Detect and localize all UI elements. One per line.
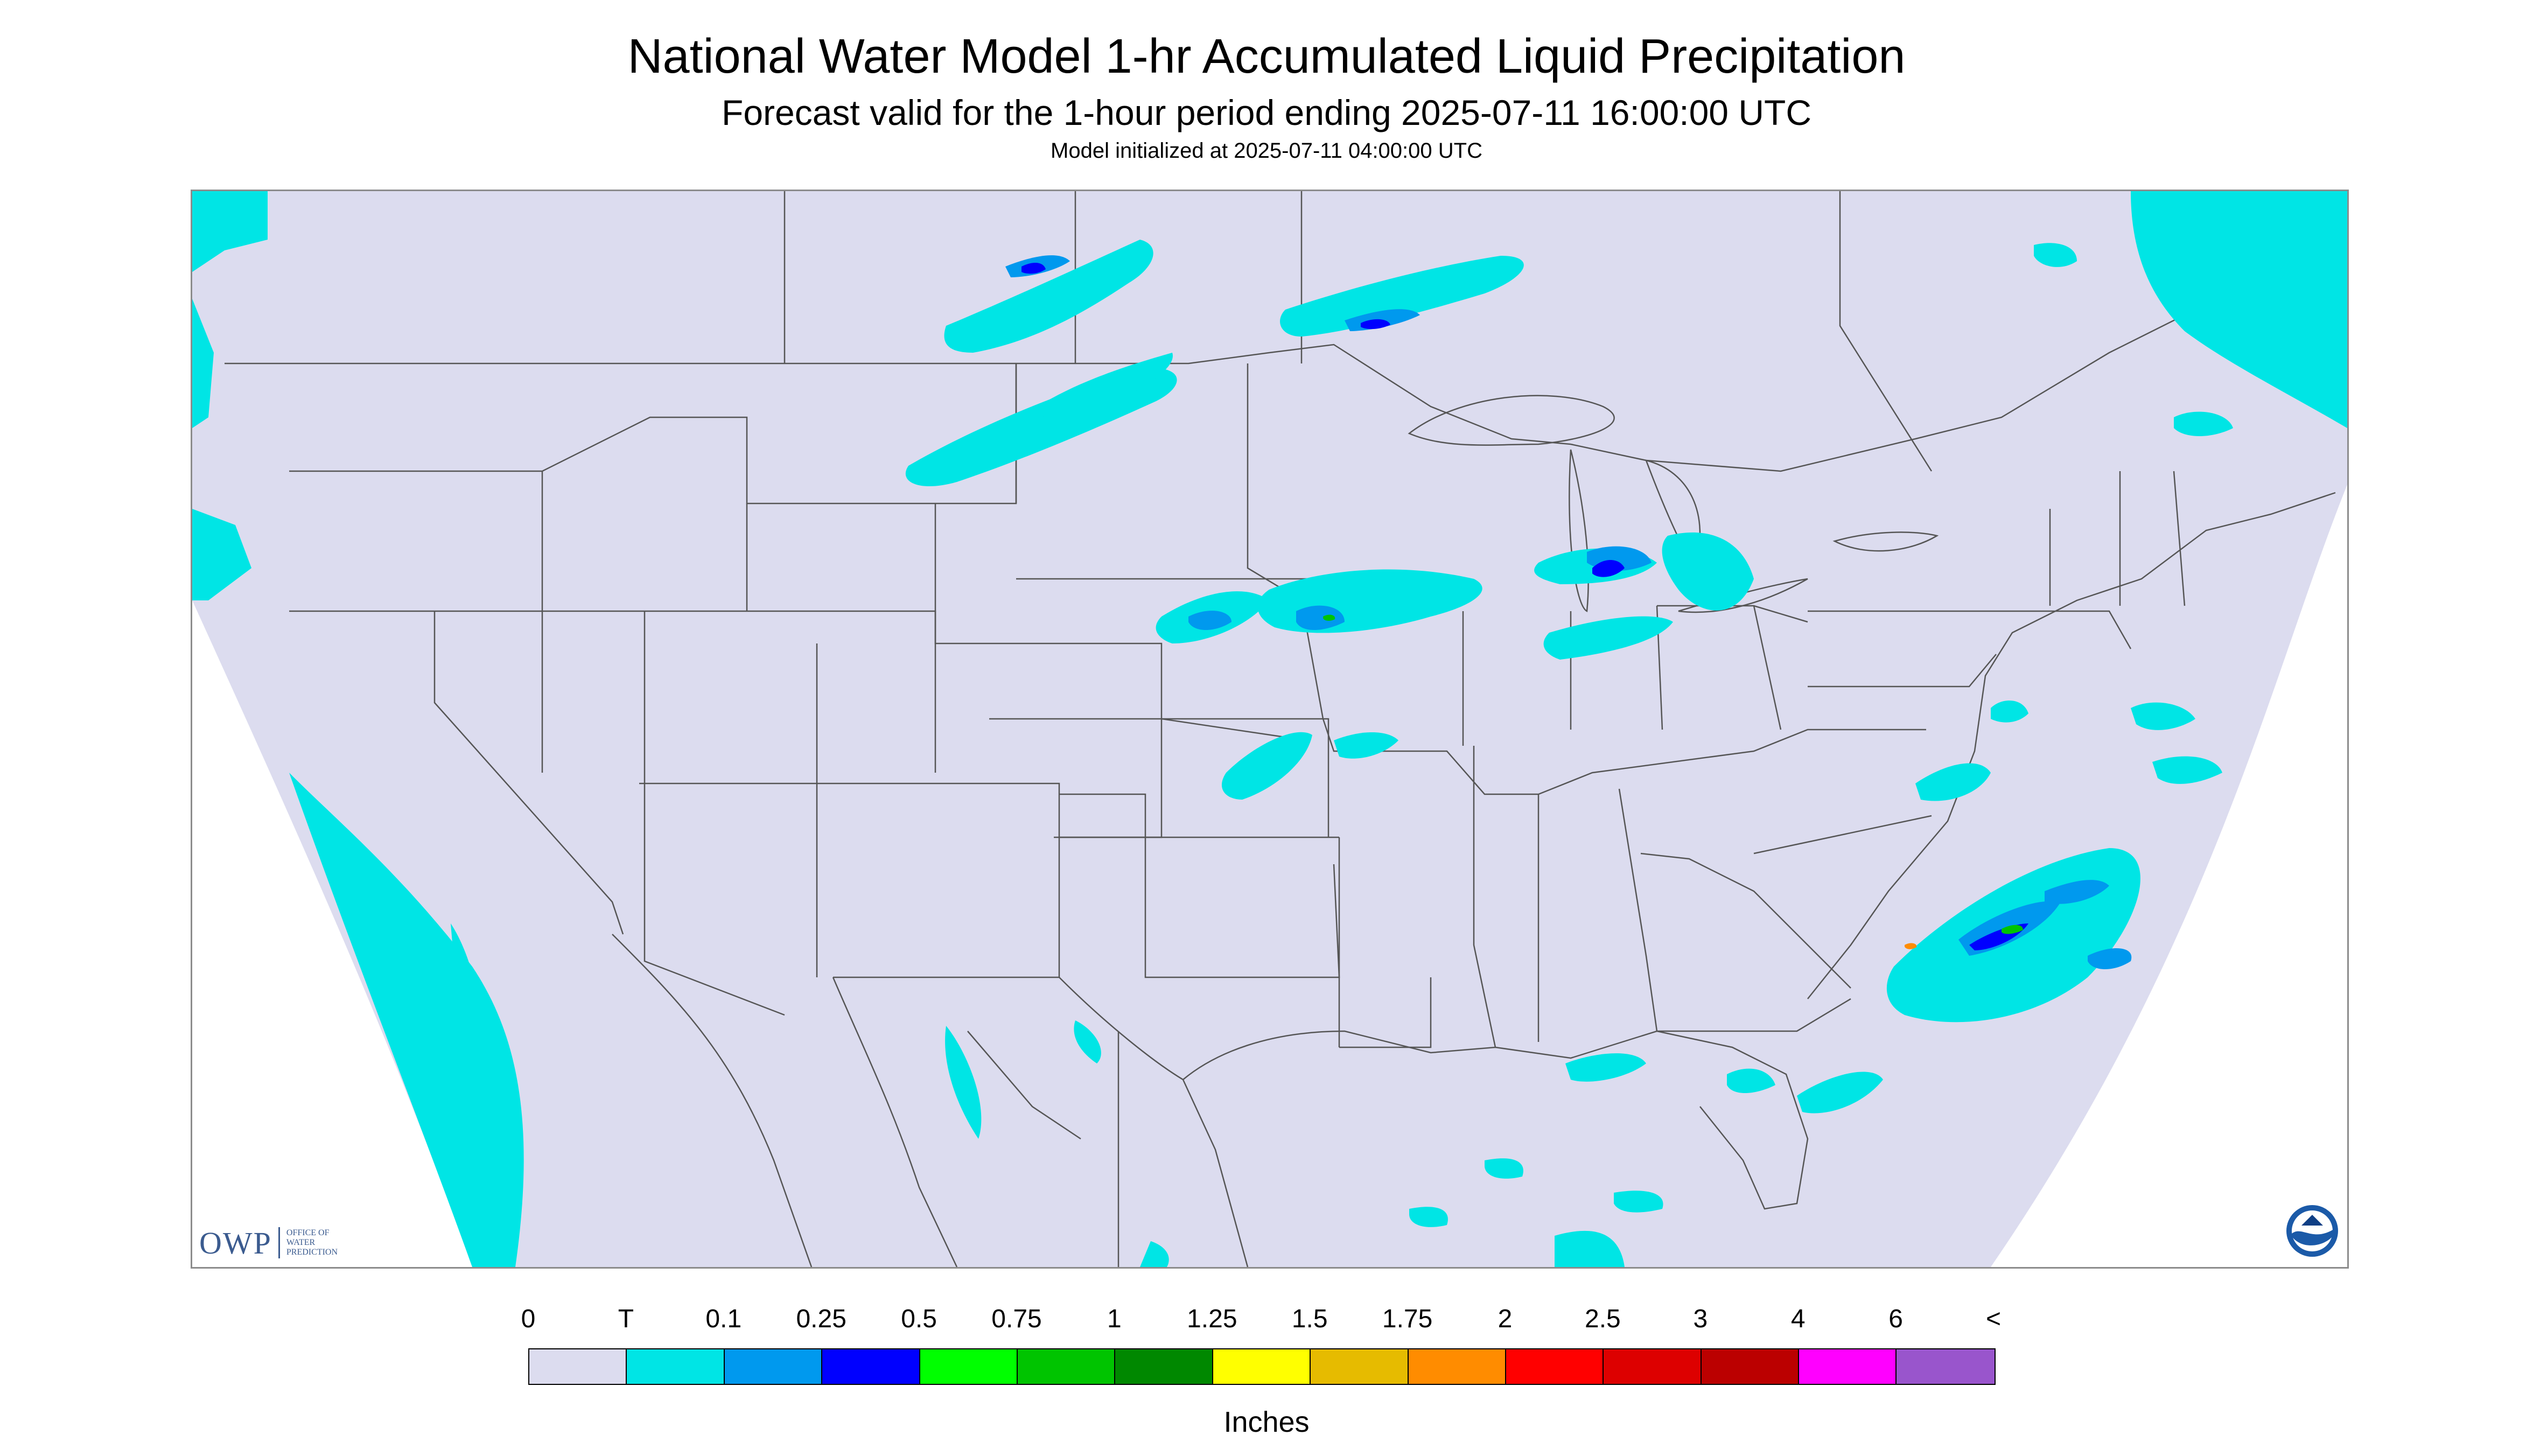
map-canvas [192,191,2347,1267]
legend-tick-label: 0.25 [796,1305,846,1333]
legend-tick-label: < [1985,1305,2002,1333]
forecast-valid-subtitle: Forecast valid for the 1-hour period end… [722,93,1811,132]
legend-swatch [529,1349,627,1384]
lake-superior [1408,395,1615,446]
legend-swatch [1799,1349,1897,1384]
legend-swatch [1311,1349,1409,1384]
lake-ontario [1832,531,1939,552]
legend-tick-label: 0.5 [901,1305,937,1333]
legend-swatch [1701,1349,1800,1384]
legend-swatch [1017,1349,1116,1384]
precip-very-heavy-areas [1905,943,1917,949]
legend-swatch [1604,1349,1702,1384]
legend-units: Inches [1223,1406,1310,1438]
legend-tick-label: 4 [1790,1305,1806,1333]
political-boundaries [225,191,2336,1267]
owp-logo-line1: OFFICE OF [286,1228,330,1237]
legend-tick-label: 2 [1498,1305,1513,1333]
legend-tick-label: 1.25 [1187,1305,1237,1333]
legend-tick-label: 0.75 [991,1305,1042,1333]
legend-swatch [1408,1349,1506,1384]
legend-swatch [627,1349,725,1384]
precipitation-map [191,190,2349,1269]
legend-tick-label: 3 [1693,1305,1708,1333]
legend-swatch [1506,1349,1604,1384]
owp-logo-divider [278,1227,280,1258]
owp-logo-mark: OWP [199,1225,272,1261]
legend-labels: 0 T 0.1 0.25 0.5 0.75 1 1.25 1.5 1.75 2 2.5 3 4 6 < [0,1306,2533,1339]
legend-tick-label: T [618,1305,634,1333]
noaa-logo-icon [2286,1205,2338,1257]
atlantic-coast [1807,492,2336,999]
legend-tick-label: 2.5 [1585,1305,1621,1333]
legend-swatch [822,1349,920,1384]
legend-color-bar [528,1348,1996,1385]
model-init-text: Model initialized at 2025-07-11 04:00:00… [1051,139,1482,163]
precip-heavy-areas [1323,614,2023,934]
owp-logo-text: OFFICE OF WATER PREDICTION [286,1228,338,1257]
owp-logo-line2: WATER [286,1238,316,1247]
precip-trace-areas [192,191,2347,1267]
map-title: National Water Model 1-hr Accumulated Li… [627,30,1906,83]
legend-swatch [920,1349,1018,1384]
legend-swatch [1115,1349,1213,1384]
legend-tick-label: 1 [1107,1305,1122,1333]
legend-swatch [1213,1349,1311,1384]
legend-tick-label: 1.75 [1382,1305,1433,1333]
legend-swatch [1897,1349,1995,1384]
owp-logo-line3: PREDICTION [286,1248,338,1257]
lake-michigan [1569,449,1589,612]
legend-tick-label: 0 [521,1305,536,1333]
legend-swatch [724,1349,823,1384]
us-canada-border [225,287,2255,472]
gulf-coast [1182,1030,1809,1210]
owp-logo: OWP OFFICE OF WATER PREDICTION [199,1225,338,1261]
legend-tick-label: 0.1 [705,1305,742,1333]
legend-tick-label: 6 [1888,1305,1903,1333]
legend-tick-label: 1.5 [1291,1305,1328,1333]
